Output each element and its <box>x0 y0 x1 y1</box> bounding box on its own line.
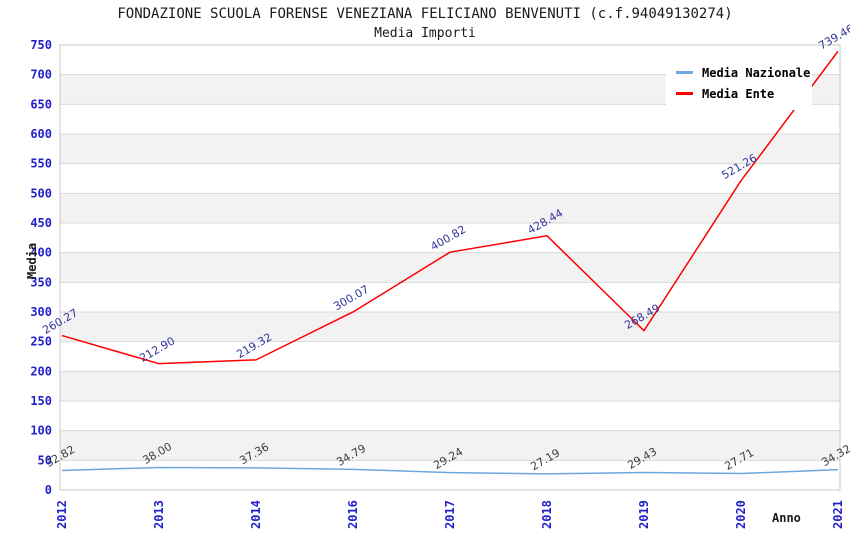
svg-text:2020: 2020 <box>734 500 748 529</box>
svg-text:2017: 2017 <box>443 500 457 529</box>
media-nazionale-line-swatch-icon <box>676 71 693 74</box>
legend-label-media-ente: Media Ente <box>702 86 775 101</box>
chart-subtitle: Media Importi <box>374 26 476 41</box>
legend-item-media-nazionale: Media Nazionale <box>676 62 812 83</box>
svg-text:400: 400 <box>30 246 52 260</box>
legend-label-media-nazionale: Media Nazionale <box>702 65 811 80</box>
chart-title: FONDAZIONE SCUOLA FORENSE VENEZIANA FELI… <box>117 6 733 22</box>
svg-text:2019: 2019 <box>637 500 651 529</box>
svg-text:2012: 2012 <box>55 500 69 529</box>
svg-text:150: 150 <box>30 394 52 408</box>
svg-text:300: 300 <box>30 305 52 319</box>
svg-text:0: 0 <box>45 483 52 497</box>
svg-text:50: 50 <box>38 453 52 467</box>
legend-item-media-ente: Media Ente <box>676 83 812 104</box>
svg-text:450: 450 <box>30 216 52 230</box>
svg-text:100: 100 <box>30 424 52 438</box>
svg-text:2016: 2016 <box>346 500 360 529</box>
svg-text:250: 250 <box>30 335 52 349</box>
svg-text:300.07: 300.07 <box>331 283 371 314</box>
svg-text:739.46: 739.46 <box>816 22 850 53</box>
media-ente-line-swatch-icon <box>676 92 693 95</box>
svg-text:700: 700 <box>30 68 52 82</box>
svg-text:750: 750 <box>30 38 52 52</box>
svg-text:2021: 2021 <box>831 500 845 529</box>
svg-text:400.82: 400.82 <box>428 223 468 254</box>
svg-text:650: 650 <box>30 97 52 111</box>
svg-text:500: 500 <box>30 186 52 200</box>
chart-legend: Media Nazionale Media Ente <box>666 56 812 110</box>
svg-text:350: 350 <box>30 275 52 289</box>
svg-text:550: 550 <box>30 157 52 171</box>
svg-text:2018: 2018 <box>540 500 554 529</box>
svg-text:600: 600 <box>30 127 52 141</box>
svg-text:2014: 2014 <box>249 500 263 529</box>
x-axis-title: Anno <box>772 511 801 525</box>
y-axis-title: Media <box>25 242 40 279</box>
svg-text:200: 200 <box>30 364 52 378</box>
svg-text:2013: 2013 <box>152 500 166 529</box>
